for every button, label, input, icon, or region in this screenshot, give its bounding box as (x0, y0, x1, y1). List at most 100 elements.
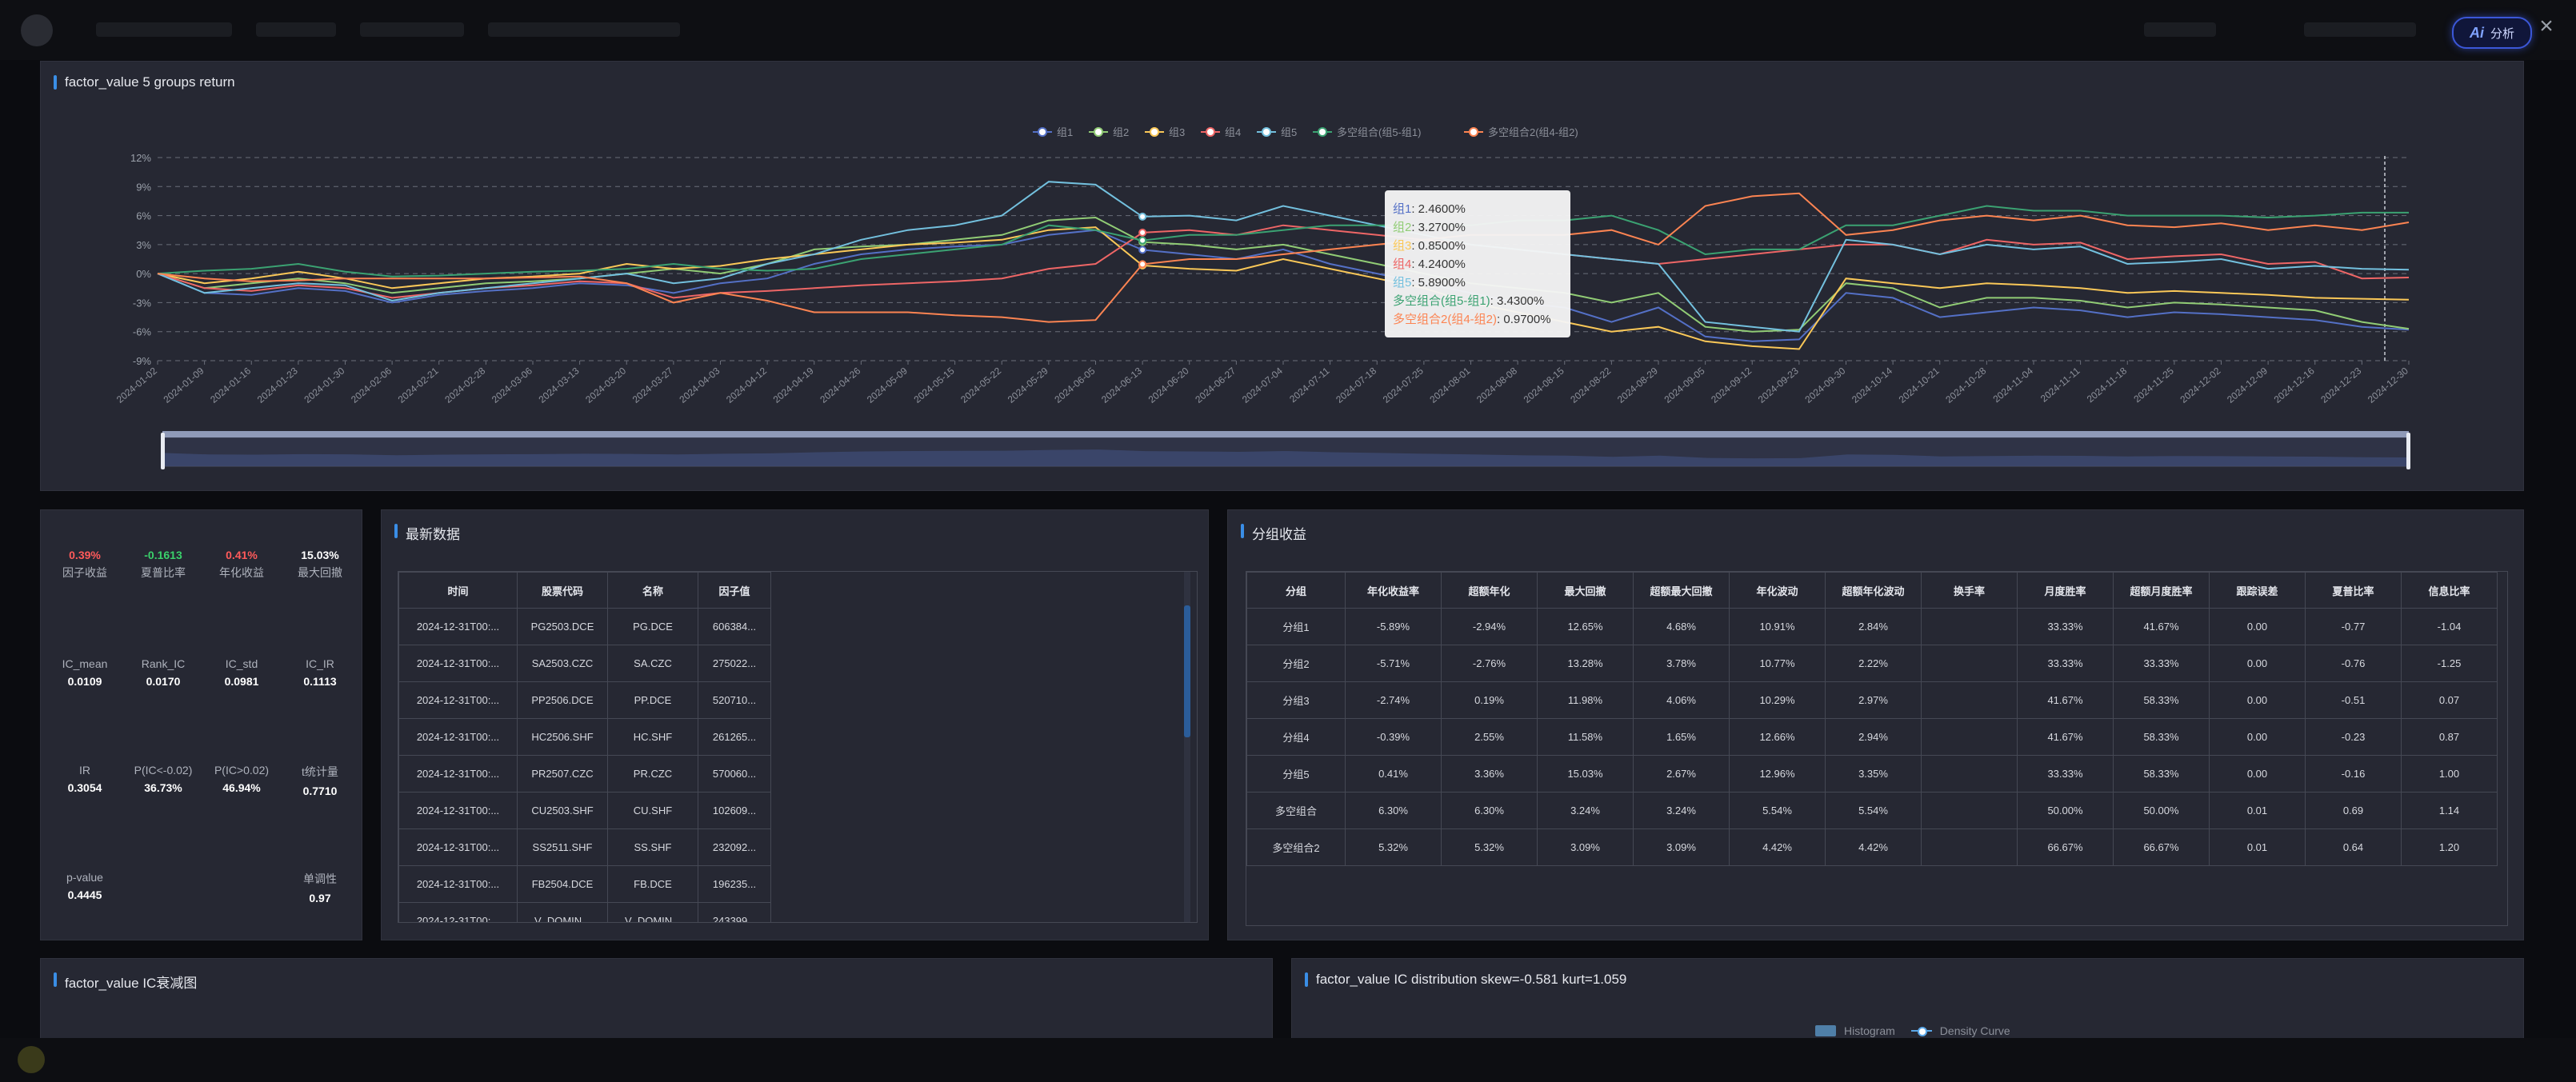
table-cell: 2024-12-31T00:... (398, 902, 518, 922)
stat-value: -0.1613 (144, 549, 182, 561)
table-row[interactable]: 2024-12-31T00:... PP2506.DCE PP.DCE 520710.… (398, 681, 771, 719)
table-cell: 0.00 (2209, 755, 2306, 793)
x-tick-label: 2024-07-04 (1240, 365, 1285, 405)
latest-data-scrollbar[interactable] (1184, 572, 1190, 922)
metric-label: p-value (66, 871, 103, 884)
table-cell (1921, 755, 2018, 793)
legend-item[interactable]: 组1 (1033, 126, 1073, 138)
series-line[interactable] (157, 224, 2410, 299)
table-row[interactable]: 分组5 0.41% 3.36% 15.03% 2.67% 12.96% 3.35% 33.33… (1246, 755, 2498, 793)
table-row[interactable]: 2024-12-31T00:... V_DOMIN... V_DOMIN... 243… (398, 902, 771, 922)
table-cell: 3.78% (1633, 645, 1730, 682)
y-tick-label: 6% (136, 210, 151, 222)
close-icon[interactable]: × (2539, 13, 2554, 39)
table-cell: 58.33% (2113, 718, 2210, 756)
legend-item[interactable]: 组4 (1201, 126, 1241, 138)
table-cell: 50.00% (2113, 792, 2210, 829)
series-line[interactable] (157, 226, 2410, 350)
histogram-legend-swatch[interactable] (1815, 1025, 1836, 1036)
y-tick-label: 9% (136, 181, 151, 193)
metric-ic-mean: IC_mean 0.0109 (41, 654, 129, 688)
table-row[interactable]: 2024-12-31T00:... PG2503.DCE PG.DCE 606384.… (398, 608, 771, 645)
table-cell: 3.09% (1633, 828, 1730, 866)
metric-p-ic-0-02-: P(IC>0.02) 46.94% (198, 761, 286, 794)
zoom-handle-right[interactable] (2406, 433, 2410, 469)
density-legend-swatch[interactable] (1910, 1025, 1932, 1036)
background-nav-item (256, 22, 336, 37)
table-cell: 50.00% (2017, 792, 2114, 829)
table-row[interactable]: 分组4 -0.39% 2.55% 11.58% 1.65% 12.66% 2.94% 41.6… (1246, 718, 2498, 756)
table-cell: 0.41% (1345, 755, 1442, 793)
y-tick-label: -3% (133, 297, 152, 309)
hover-point (1138, 212, 1147, 221)
metric-value: 0.1113 (303, 675, 337, 688)
legend-item[interactable]: 多空组合2(组4-组2) (1464, 126, 1578, 138)
tooltip-value: : 0.8500% (1411, 239, 1466, 253)
tooltip-series-name: 组4 (1393, 258, 1412, 271)
series-line[interactable] (157, 229, 2410, 342)
legend-item[interactable]: 组2 (1089, 126, 1129, 138)
y-tick-label: -9% (133, 355, 152, 367)
table-cell: 275022... (698, 645, 771, 682)
ic-decay-panel: factor_value IC衰减图 (40, 958, 1273, 1038)
ai-analysis-button[interactable]: Ai 分析 (2452, 17, 2532, 49)
group-returns-chart[interactable]: 12% 9% 6% 3% 0% -3% -6% -9%2024-01-02 2024-01-09… (41, 62, 2525, 492)
zoom-handle-left[interactable] (161, 433, 165, 469)
table-cell: V_DOMIN... (607, 902, 698, 922)
metric-ic-std: IC_std 0.0981 (198, 654, 286, 688)
table-row[interactable]: 2024-12-31T00:... CU2503.SHF CU.SHF 102609.… (398, 792, 771, 829)
x-tick-label: 2024-09-30 (1802, 365, 1847, 405)
table-row[interactable]: 多空组合 6.30% 6.30% 3.24% 3.24% 5.54% 5.54% 50.00%… (1246, 792, 2498, 829)
table-row[interactable]: 多空组合2 5.32% 5.32% 3.09% 3.09% 4.42% 4.42% 66.67… (1246, 828, 2498, 866)
table-row[interactable]: 2024-12-31T00:... SA2503.CZC SA.CZC 275022.… (398, 645, 771, 682)
table-row[interactable]: 2024-12-31T00:... SS2511.SHF SS.SHF 232092.… (398, 828, 771, 866)
legend-item[interactable]: 多空组合(组5-组1) (1313, 126, 1421, 138)
table-row[interactable]: 分组2 -5.71% -2.76% 13.28% 3.78% 10.77% 2.22% 33.… (1246, 645, 2498, 682)
metric-value: 46.94% (222, 781, 261, 794)
x-tick-label: 2024-06-27 (1193, 365, 1238, 405)
table-row[interactable]: 分组3 -2.74% 0.19% 11.98% 4.06% 10.29% 2.97% 41.6… (1246, 681, 2498, 719)
ic-decay-title: factor_value IC衰减图 (54, 972, 197, 992)
table-header-cell: 超额年化 (1441, 572, 1538, 609)
hover-point (1138, 236, 1147, 245)
table-cell: 5.32% (1441, 828, 1538, 866)
table-cell: 41.67% (2113, 608, 2210, 645)
table-cell: 520710... (698, 681, 771, 719)
table-row[interactable]: 2024-12-31T00:... HC2506.SHF HC.SHF 261265.… (398, 718, 771, 756)
table-header-row: 时间 股票代码 名称 因子值 (398, 572, 771, 609)
x-tick-label: 2024-10-14 (1850, 365, 1894, 405)
legend-item[interactable]: 组3 (1145, 126, 1185, 138)
x-tick-label: 2024-04-19 (771, 365, 816, 405)
table-row[interactable]: 2024-12-31T00:... PR2507.CZC PR.CZC 570060.… (398, 755, 771, 793)
table-cell: -2.74% (1345, 681, 1442, 719)
x-tick-label: 2024-06-05 (1052, 365, 1097, 405)
table-cell: 102609... (698, 792, 771, 829)
zoom-slider-range-bar[interactable] (162, 431, 2409, 437)
table-row[interactable]: 分组1 -5.89% -2.94% 12.65% 4.68% 10.91% 2.84% 33.… (1246, 608, 2498, 645)
table-header-cell: 超额年化波动 (1825, 572, 1922, 609)
series-line[interactable] (157, 181, 2410, 333)
table-cell: 3.36% (1441, 755, 1538, 793)
table-header-cell: 因子值 (698, 572, 771, 609)
series-line[interactable] (157, 192, 2410, 323)
table-cell (1921, 792, 2018, 829)
table-cell: 1.14 (2401, 792, 2498, 829)
latest-data-scroll-thumb[interactable] (1184, 605, 1190, 737)
table-row[interactable]: 2024-12-31T00:... FB2504.DCE FB.DCE 196235.… (398, 865, 771, 903)
legend-label: 组4 (1225, 126, 1241, 138)
x-tick-label: 2024-11-25 (2131, 365, 2176, 405)
table-cell: 5.54% (1729, 792, 1826, 829)
x-tick-label: 2024-12-09 (2225, 365, 2270, 405)
table-cell: SS.SHF (607, 828, 698, 866)
series-line[interactable] (157, 205, 2409, 277)
table-cell: 2.84% (1825, 608, 1922, 645)
table-cell: 2024-12-31T00:... (398, 755, 518, 793)
hover-point (1138, 228, 1147, 237)
table-cell: 0.00 (2209, 608, 2306, 645)
x-tick-label: 2024-03-06 (490, 365, 534, 405)
x-tick-label: 2024-12-23 (2318, 365, 2363, 405)
tooltip-value: : 2.4600% (1411, 202, 1466, 216)
latest-data-table-wrap[interactable]: 时间 股票代码 名称 因子值 2024-12-31T00:... PG2503.DCE PG… (398, 571, 1198, 923)
legend-item[interactable]: 组5 (1257, 126, 1297, 138)
series-line[interactable] (157, 216, 2410, 333)
